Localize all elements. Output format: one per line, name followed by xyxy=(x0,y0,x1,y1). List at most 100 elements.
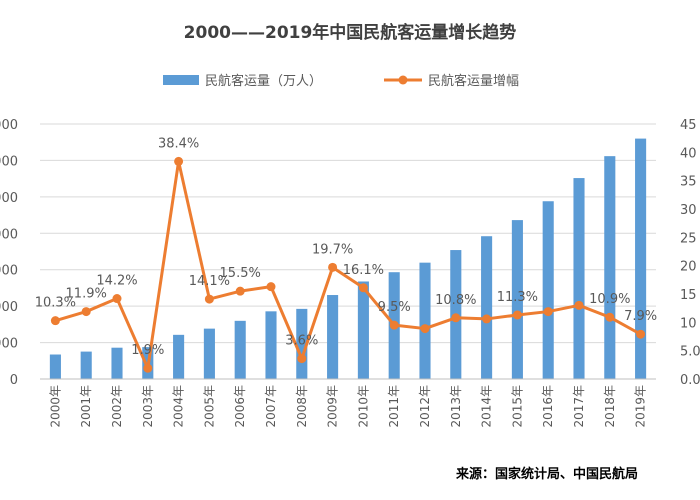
x-tick-label: 2010年 xyxy=(356,385,370,428)
x-tick-label: 2014年 xyxy=(480,385,494,428)
x-tick-label: 2019年 xyxy=(634,385,648,428)
line-point xyxy=(81,307,91,317)
data-label: 11.9% xyxy=(66,287,107,302)
growth-line xyxy=(54,159,642,370)
data-label: 10.3% xyxy=(35,296,76,311)
y-right-tick-label: 30 xyxy=(680,203,697,218)
y-left-tick-label: 000 xyxy=(0,227,18,242)
line-point xyxy=(297,354,307,364)
bar xyxy=(296,308,308,379)
y-right-tick-label: 45 xyxy=(680,118,697,133)
data-label: 7.9% xyxy=(624,309,657,324)
y-left-tick-label: 000 xyxy=(0,154,18,169)
bar xyxy=(542,201,554,379)
axes: 00000000000000000000000.05.0101520253035… xyxy=(0,118,700,428)
line-series xyxy=(50,156,646,373)
line-point xyxy=(574,300,584,310)
data-label: 15.5% xyxy=(220,266,261,281)
x-tick-label: 2009年 xyxy=(326,385,340,428)
x-tick-label: 2018年 xyxy=(603,385,617,428)
y-right-tick-label: 15 xyxy=(680,288,697,303)
bar-series xyxy=(49,138,647,379)
bar xyxy=(419,262,431,379)
data-label: 9.5% xyxy=(378,300,411,315)
legend-line-label: 民航客运量增幅 xyxy=(428,73,519,89)
bar xyxy=(357,281,369,379)
legend-bar-swatch xyxy=(163,75,199,85)
line-point xyxy=(204,294,214,304)
gridlines xyxy=(40,123,656,344)
bar xyxy=(573,178,585,379)
y-left-tick-label: 000 xyxy=(0,337,18,352)
line-point xyxy=(512,310,522,320)
data-label: 16.1% xyxy=(343,263,384,278)
x-tick-label: 2000年 xyxy=(48,385,62,428)
bar xyxy=(80,351,92,379)
line-point xyxy=(50,316,60,326)
legend: 民航客运量（万人） 民航客运量增幅 xyxy=(163,73,519,89)
y-right-tick-label: 35 xyxy=(680,175,697,190)
data-label: 10.9% xyxy=(589,292,630,307)
data-label: 38.4% xyxy=(158,136,199,151)
legend-line-marker xyxy=(398,75,408,85)
y-left-tick-label: 0 xyxy=(10,373,18,388)
bar xyxy=(234,320,246,379)
x-tick-label: 2006年 xyxy=(233,385,247,428)
x-tick-label: 2002年 xyxy=(110,385,124,428)
line-point xyxy=(389,320,399,330)
bar xyxy=(265,311,277,379)
line-point xyxy=(543,307,553,317)
y-left-tick-label: 000 xyxy=(0,264,18,279)
data-label: 14.2% xyxy=(96,274,137,289)
line-point xyxy=(482,314,492,324)
x-tick-label: 2015年 xyxy=(510,385,524,428)
y-right-tick-label: 40 xyxy=(680,146,697,161)
bar xyxy=(203,328,215,379)
bar xyxy=(173,334,185,379)
line-point xyxy=(605,312,615,322)
data-label: 14.1% xyxy=(189,274,230,289)
line-point xyxy=(451,313,461,323)
data-labels: 10.3%11.9%14.2% 1.9% 38.4% 14.1%15.5% 3.6% 19… xyxy=(35,136,657,358)
x-tick-label: 2011年 xyxy=(387,385,401,428)
x-tick-label: 2008年 xyxy=(295,385,309,428)
line-point xyxy=(358,283,368,293)
y-right-tick-label: 10 xyxy=(680,316,697,331)
line-point xyxy=(420,324,430,334)
y-right-tick-label: 5.0 xyxy=(680,345,700,360)
line-point xyxy=(235,286,245,296)
line-point xyxy=(143,363,153,373)
y-right-tick-label: 0.0 xyxy=(680,373,700,388)
bar xyxy=(604,156,616,379)
y-left-tick-label: 000 xyxy=(0,191,18,206)
y-right-tick-label: 20 xyxy=(680,260,697,275)
line-point xyxy=(266,282,276,292)
x-tick-label: 2005年 xyxy=(202,385,216,428)
data-label: 1.9% xyxy=(131,343,164,358)
line-point xyxy=(112,294,122,304)
bar xyxy=(49,354,61,379)
line-point xyxy=(328,262,338,272)
x-tick-label: 2012年 xyxy=(418,385,432,428)
x-tick-label: 2003年 xyxy=(141,385,155,428)
x-tick-label: 2017年 xyxy=(572,385,586,428)
y-right-tick-label: 25 xyxy=(680,231,697,246)
data-label: 19.7% xyxy=(312,242,353,257)
x-tick-label: 2007年 xyxy=(264,385,278,428)
chart-title: 2000——2019年中国民航客运量增长趋势 xyxy=(184,22,517,43)
line-point xyxy=(174,156,184,166)
data-label: 3.6% xyxy=(285,334,318,349)
bar xyxy=(635,138,647,379)
x-tick-label: 2013年 xyxy=(449,385,463,428)
y-left-tick-label: 000 xyxy=(0,118,18,133)
bar xyxy=(327,295,339,379)
x-tick-label: 2001年 xyxy=(79,385,93,428)
legend-bar-label: 民航客运量（万人） xyxy=(205,73,322,89)
line-point xyxy=(636,329,646,339)
y-left-tick-label: 000 xyxy=(0,300,18,315)
data-label: 10.8% xyxy=(435,293,476,308)
x-tick-label: 2016年 xyxy=(541,385,555,428)
x-tick-label: 2004年 xyxy=(172,385,186,428)
